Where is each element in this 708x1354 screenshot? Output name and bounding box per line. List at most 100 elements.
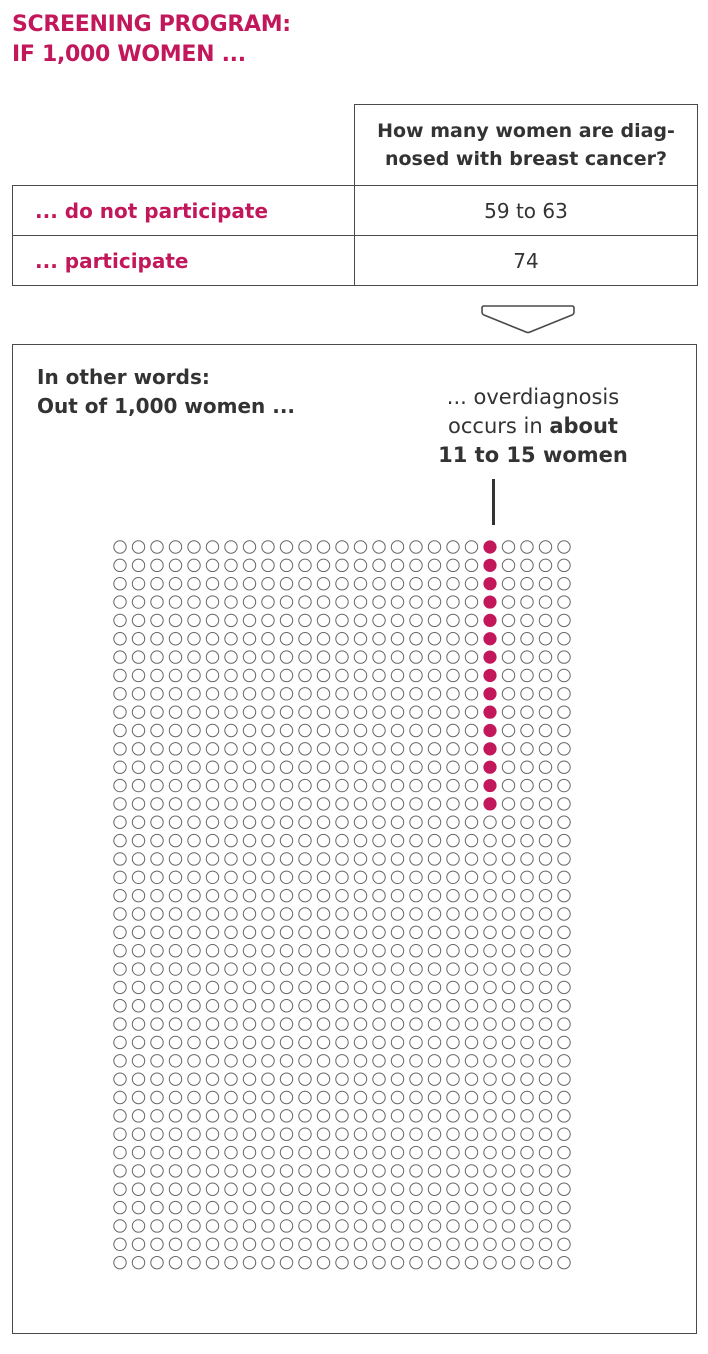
person-icon bbox=[538, 540, 553, 554]
person-icon bbox=[501, 632, 516, 646]
person-icon bbox=[409, 705, 423, 719]
person-icon bbox=[279, 613, 294, 628]
person-icon bbox=[409, 687, 423, 701]
person-icon bbox=[353, 613, 368, 628]
person-icon bbox=[446, 944, 460, 958]
person-icon bbox=[168, 650, 183, 664]
person-icon bbox=[427, 1072, 442, 1086]
person-icon bbox=[483, 1200, 497, 1215]
person-icon bbox=[316, 595, 331, 609]
page-title-line-2: IF 1,000 WOMEN ... bbox=[12, 42, 246, 67]
person-icon bbox=[557, 852, 571, 866]
person-icon bbox=[187, 723, 201, 738]
person-icon bbox=[168, 558, 183, 573]
person-icon bbox=[224, 1219, 238, 1233]
person-icon bbox=[501, 705, 516, 719]
person-icon bbox=[390, 815, 405, 829]
person-icon bbox=[113, 1255, 127, 1270]
person-icon bbox=[279, 650, 294, 664]
page-title-line-1: SCREENING PROGRAM: bbox=[12, 12, 291, 37]
person-icon bbox=[409, 852, 423, 866]
person-icon bbox=[427, 944, 442, 958]
person-icon bbox=[557, 650, 571, 664]
person-icon bbox=[520, 540, 534, 554]
person-icon bbox=[316, 833, 331, 848]
person-icon bbox=[483, 1164, 497, 1178]
person-icon bbox=[464, 742, 479, 756]
person-icon bbox=[409, 797, 423, 811]
overdiagnosis-annotation: ... overdiagnosis occurs in about 11 to … bbox=[393, 383, 673, 470]
person-icon bbox=[168, 797, 183, 811]
person-icon bbox=[520, 1255, 534, 1270]
person-icon bbox=[187, 613, 201, 628]
person-icon bbox=[113, 1182, 127, 1196]
person-icon bbox=[316, 1072, 331, 1086]
person-icon bbox=[464, 1182, 479, 1196]
person-icon bbox=[464, 888, 479, 903]
person-icon bbox=[538, 723, 553, 738]
person-icon bbox=[131, 1255, 146, 1270]
person-icon bbox=[557, 944, 571, 958]
person-icon bbox=[298, 1072, 312, 1086]
person-icon bbox=[335, 1164, 349, 1178]
person-icon bbox=[372, 852, 386, 866]
person-icon bbox=[187, 1237, 201, 1251]
person-icon bbox=[242, 1164, 257, 1178]
person-icon bbox=[187, 1072, 201, 1086]
person-icon bbox=[409, 1255, 423, 1270]
person-icon bbox=[353, 925, 368, 940]
person-icon bbox=[409, 540, 423, 554]
person-icon bbox=[261, 540, 275, 554]
person-icon bbox=[427, 778, 442, 793]
person-icon bbox=[464, 1127, 479, 1141]
person-icon bbox=[483, 833, 497, 848]
person-icon bbox=[464, 1145, 479, 1160]
person-icon bbox=[557, 723, 571, 738]
person-icon bbox=[242, 852, 257, 866]
person-icon bbox=[390, 1054, 405, 1068]
person-icon bbox=[372, 1237, 386, 1251]
person-icon bbox=[113, 723, 127, 738]
person-icon bbox=[520, 797, 534, 811]
person-icon bbox=[464, 632, 479, 646]
person-icon bbox=[242, 1145, 257, 1160]
person-icon bbox=[168, 833, 183, 848]
person-icon bbox=[316, 1145, 331, 1160]
person-icon bbox=[279, 999, 294, 1013]
person-icon bbox=[150, 632, 164, 646]
person-icon bbox=[187, 833, 201, 848]
person-icon bbox=[242, 577, 257, 591]
person-icon bbox=[538, 1200, 553, 1215]
person-icon bbox=[298, 742, 312, 756]
person-icon bbox=[409, 668, 423, 683]
person-icon bbox=[261, 595, 275, 609]
person-icon bbox=[353, 668, 368, 683]
person-icon bbox=[538, 1090, 553, 1105]
person-icon bbox=[224, 1200, 238, 1215]
person-icon bbox=[427, 1054, 442, 1068]
person-icon bbox=[483, 852, 497, 866]
person-icon bbox=[131, 815, 146, 829]
person-icon bbox=[150, 1145, 164, 1160]
person-icon bbox=[205, 705, 220, 719]
person-icon bbox=[427, 558, 442, 573]
person-icon bbox=[501, 1200, 516, 1215]
person-icon bbox=[390, 925, 405, 940]
person-icon bbox=[483, 1054, 497, 1068]
person-icon bbox=[464, 815, 479, 829]
person-icon bbox=[446, 962, 460, 976]
person-icon bbox=[353, 1200, 368, 1215]
person-icon bbox=[150, 668, 164, 683]
person-icon bbox=[279, 1072, 294, 1086]
person-icon bbox=[335, 1017, 349, 1031]
person-icon bbox=[261, 852, 275, 866]
person-icon bbox=[279, 705, 294, 719]
person-icon bbox=[261, 613, 275, 628]
person-icon bbox=[113, 558, 127, 573]
person-icon bbox=[131, 613, 146, 628]
person-icon bbox=[372, 723, 386, 738]
person-icon bbox=[390, 1072, 405, 1086]
person-icon bbox=[150, 1200, 164, 1215]
person-icon bbox=[390, 650, 405, 664]
person-icon bbox=[501, 797, 516, 811]
